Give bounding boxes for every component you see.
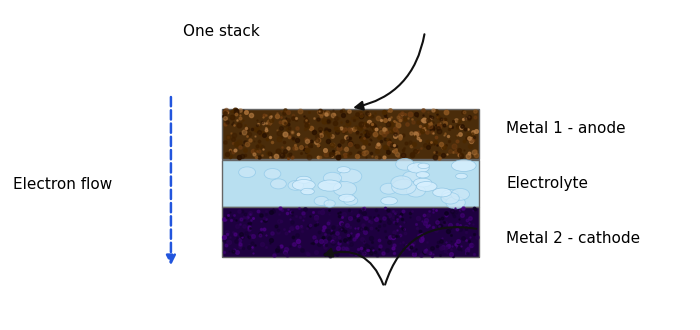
Circle shape (416, 182, 437, 191)
Text: Electron flow: Electron flow (13, 177, 112, 192)
Circle shape (381, 197, 398, 205)
Ellipse shape (451, 188, 470, 200)
Circle shape (407, 163, 429, 173)
Ellipse shape (314, 196, 328, 206)
Circle shape (337, 167, 350, 173)
Circle shape (414, 178, 432, 187)
Ellipse shape (239, 167, 256, 178)
Ellipse shape (441, 192, 459, 204)
Ellipse shape (395, 158, 414, 170)
Ellipse shape (264, 169, 281, 179)
Circle shape (418, 163, 429, 169)
Ellipse shape (288, 181, 304, 190)
Ellipse shape (333, 182, 356, 196)
Ellipse shape (442, 190, 458, 200)
Circle shape (301, 188, 314, 195)
Text: Electrolyte: Electrolyte (506, 176, 588, 191)
Text: Metal 2 - cathode: Metal 2 - cathode (506, 231, 640, 247)
Circle shape (318, 180, 342, 191)
Circle shape (416, 172, 429, 178)
Circle shape (339, 194, 355, 202)
Circle shape (452, 160, 476, 172)
Ellipse shape (402, 171, 420, 182)
Bar (222, 109, 479, 159)
Ellipse shape (391, 179, 416, 195)
Ellipse shape (344, 196, 358, 205)
Ellipse shape (324, 200, 335, 207)
Circle shape (456, 173, 468, 179)
Circle shape (297, 176, 311, 183)
Text: One stack: One stack (183, 24, 260, 39)
Text: Metal 1 - anode: Metal 1 - anode (506, 120, 626, 136)
Ellipse shape (407, 185, 426, 197)
Bar (222, 160, 479, 207)
Ellipse shape (339, 169, 362, 183)
Circle shape (433, 188, 452, 197)
Ellipse shape (446, 196, 466, 209)
Circle shape (293, 180, 315, 190)
Ellipse shape (323, 172, 342, 184)
Ellipse shape (270, 179, 286, 189)
Ellipse shape (391, 176, 412, 189)
Ellipse shape (380, 183, 398, 194)
Bar (222, 207, 479, 257)
